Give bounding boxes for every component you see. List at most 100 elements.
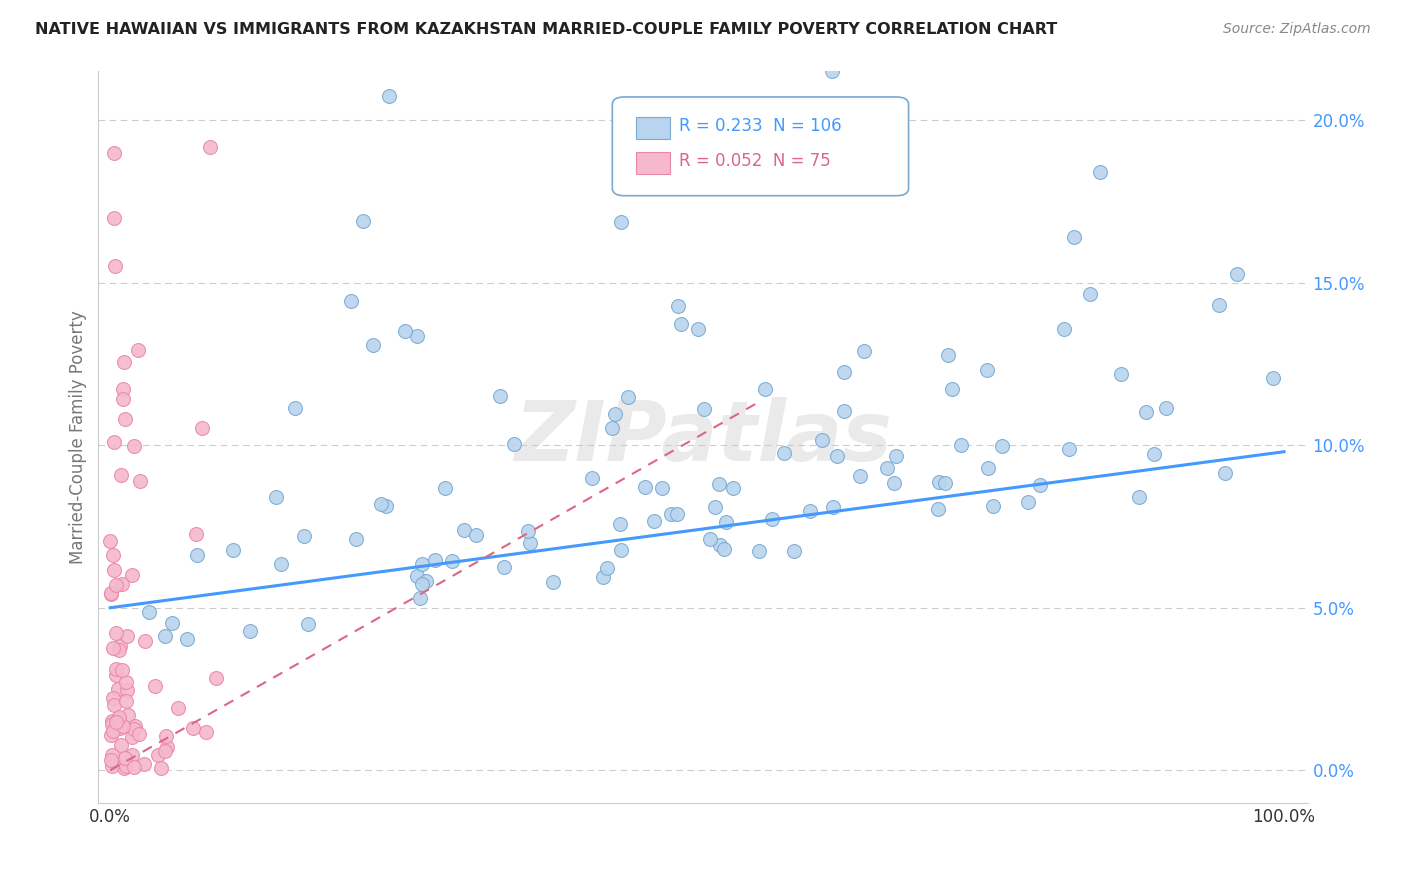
Point <box>707 477 730 491</box>
Point <box>634 480 657 494</box>
Point <box>101 759 124 773</box>
Point <box>616 390 638 404</box>
Point <box>941 382 963 396</box>
Point <box>132 756 155 771</box>
Point <box>124 722 146 736</box>
Point <box>693 401 716 416</box>
Point <box>352 213 374 227</box>
Point <box>782 544 804 558</box>
Point <box>114 759 136 773</box>
Point <box>112 761 135 775</box>
Point <box>927 501 949 516</box>
Point <box>374 499 396 513</box>
Point <box>492 560 515 574</box>
Point <box>117 682 139 697</box>
Point <box>609 516 631 531</box>
Point <box>284 401 307 416</box>
Point <box>186 548 208 562</box>
Point <box>748 543 770 558</box>
Point <box>194 725 217 739</box>
Point <box>661 508 683 522</box>
Point <box>832 365 855 379</box>
Point <box>609 542 631 557</box>
Point <box>405 569 427 583</box>
Point <box>990 439 1012 453</box>
Point <box>600 420 623 434</box>
Point <box>114 412 136 426</box>
Point <box>100 586 122 600</box>
Point <box>876 461 898 475</box>
Point <box>204 671 226 685</box>
Point <box>239 624 262 638</box>
Point <box>1128 491 1150 505</box>
Point <box>799 503 821 517</box>
Point <box>821 500 844 514</box>
Point <box>122 439 145 453</box>
Point <box>104 626 127 640</box>
Point <box>166 701 188 715</box>
Point <box>129 474 152 488</box>
Point <box>394 324 416 338</box>
Point <box>761 512 783 526</box>
Point <box>103 211 125 225</box>
Point <box>361 337 384 351</box>
Point <box>100 533 122 548</box>
Point <box>138 605 160 619</box>
Point <box>434 481 457 495</box>
Point <box>176 632 198 647</box>
Point <box>115 675 138 690</box>
Point <box>1029 478 1052 492</box>
Point <box>936 348 959 362</box>
Point <box>1088 165 1111 179</box>
Point <box>592 570 614 584</box>
Y-axis label: Married-Couple Family Poverty: Married-Couple Family Poverty <box>69 310 87 564</box>
Point <box>100 728 122 742</box>
Point <box>200 140 222 154</box>
Point <box>155 729 177 743</box>
Point <box>651 481 673 495</box>
FancyBboxPatch shape <box>637 118 671 139</box>
Point <box>411 557 433 571</box>
Point <box>114 751 136 765</box>
Point <box>103 755 125 769</box>
Point <box>150 761 173 775</box>
Point <box>121 568 143 582</box>
Point <box>101 690 124 705</box>
Point <box>103 698 125 713</box>
Point <box>107 712 129 726</box>
Point <box>191 420 214 434</box>
Point <box>105 714 128 729</box>
Point <box>714 516 737 530</box>
Point <box>1078 286 1101 301</box>
Point <box>825 449 848 463</box>
Point <box>107 681 129 696</box>
Point <box>156 740 179 755</box>
Text: ZIPatlas: ZIPatlas <box>515 397 891 477</box>
Point <box>110 639 132 653</box>
Point <box>411 577 433 591</box>
Point <box>666 507 689 521</box>
Point <box>934 476 956 491</box>
Point <box>699 533 721 547</box>
Point <box>425 553 447 567</box>
Point <box>127 343 149 358</box>
Text: Source: ZipAtlas.com: Source: ZipAtlas.com <box>1223 22 1371 37</box>
Point <box>101 714 124 728</box>
Point <box>128 727 150 741</box>
Point <box>406 329 429 343</box>
Point <box>110 577 132 591</box>
Point <box>772 445 794 459</box>
Point <box>848 468 870 483</box>
Point <box>105 578 128 592</box>
Point <box>643 514 665 528</box>
Point <box>1063 230 1085 244</box>
Point <box>124 719 146 733</box>
Point <box>112 382 135 396</box>
Point <box>186 526 208 541</box>
Point <box>370 497 392 511</box>
Point <box>103 563 125 577</box>
Point <box>340 293 363 308</box>
Point <box>108 710 131 724</box>
Point <box>103 724 125 739</box>
Point <box>441 554 464 568</box>
